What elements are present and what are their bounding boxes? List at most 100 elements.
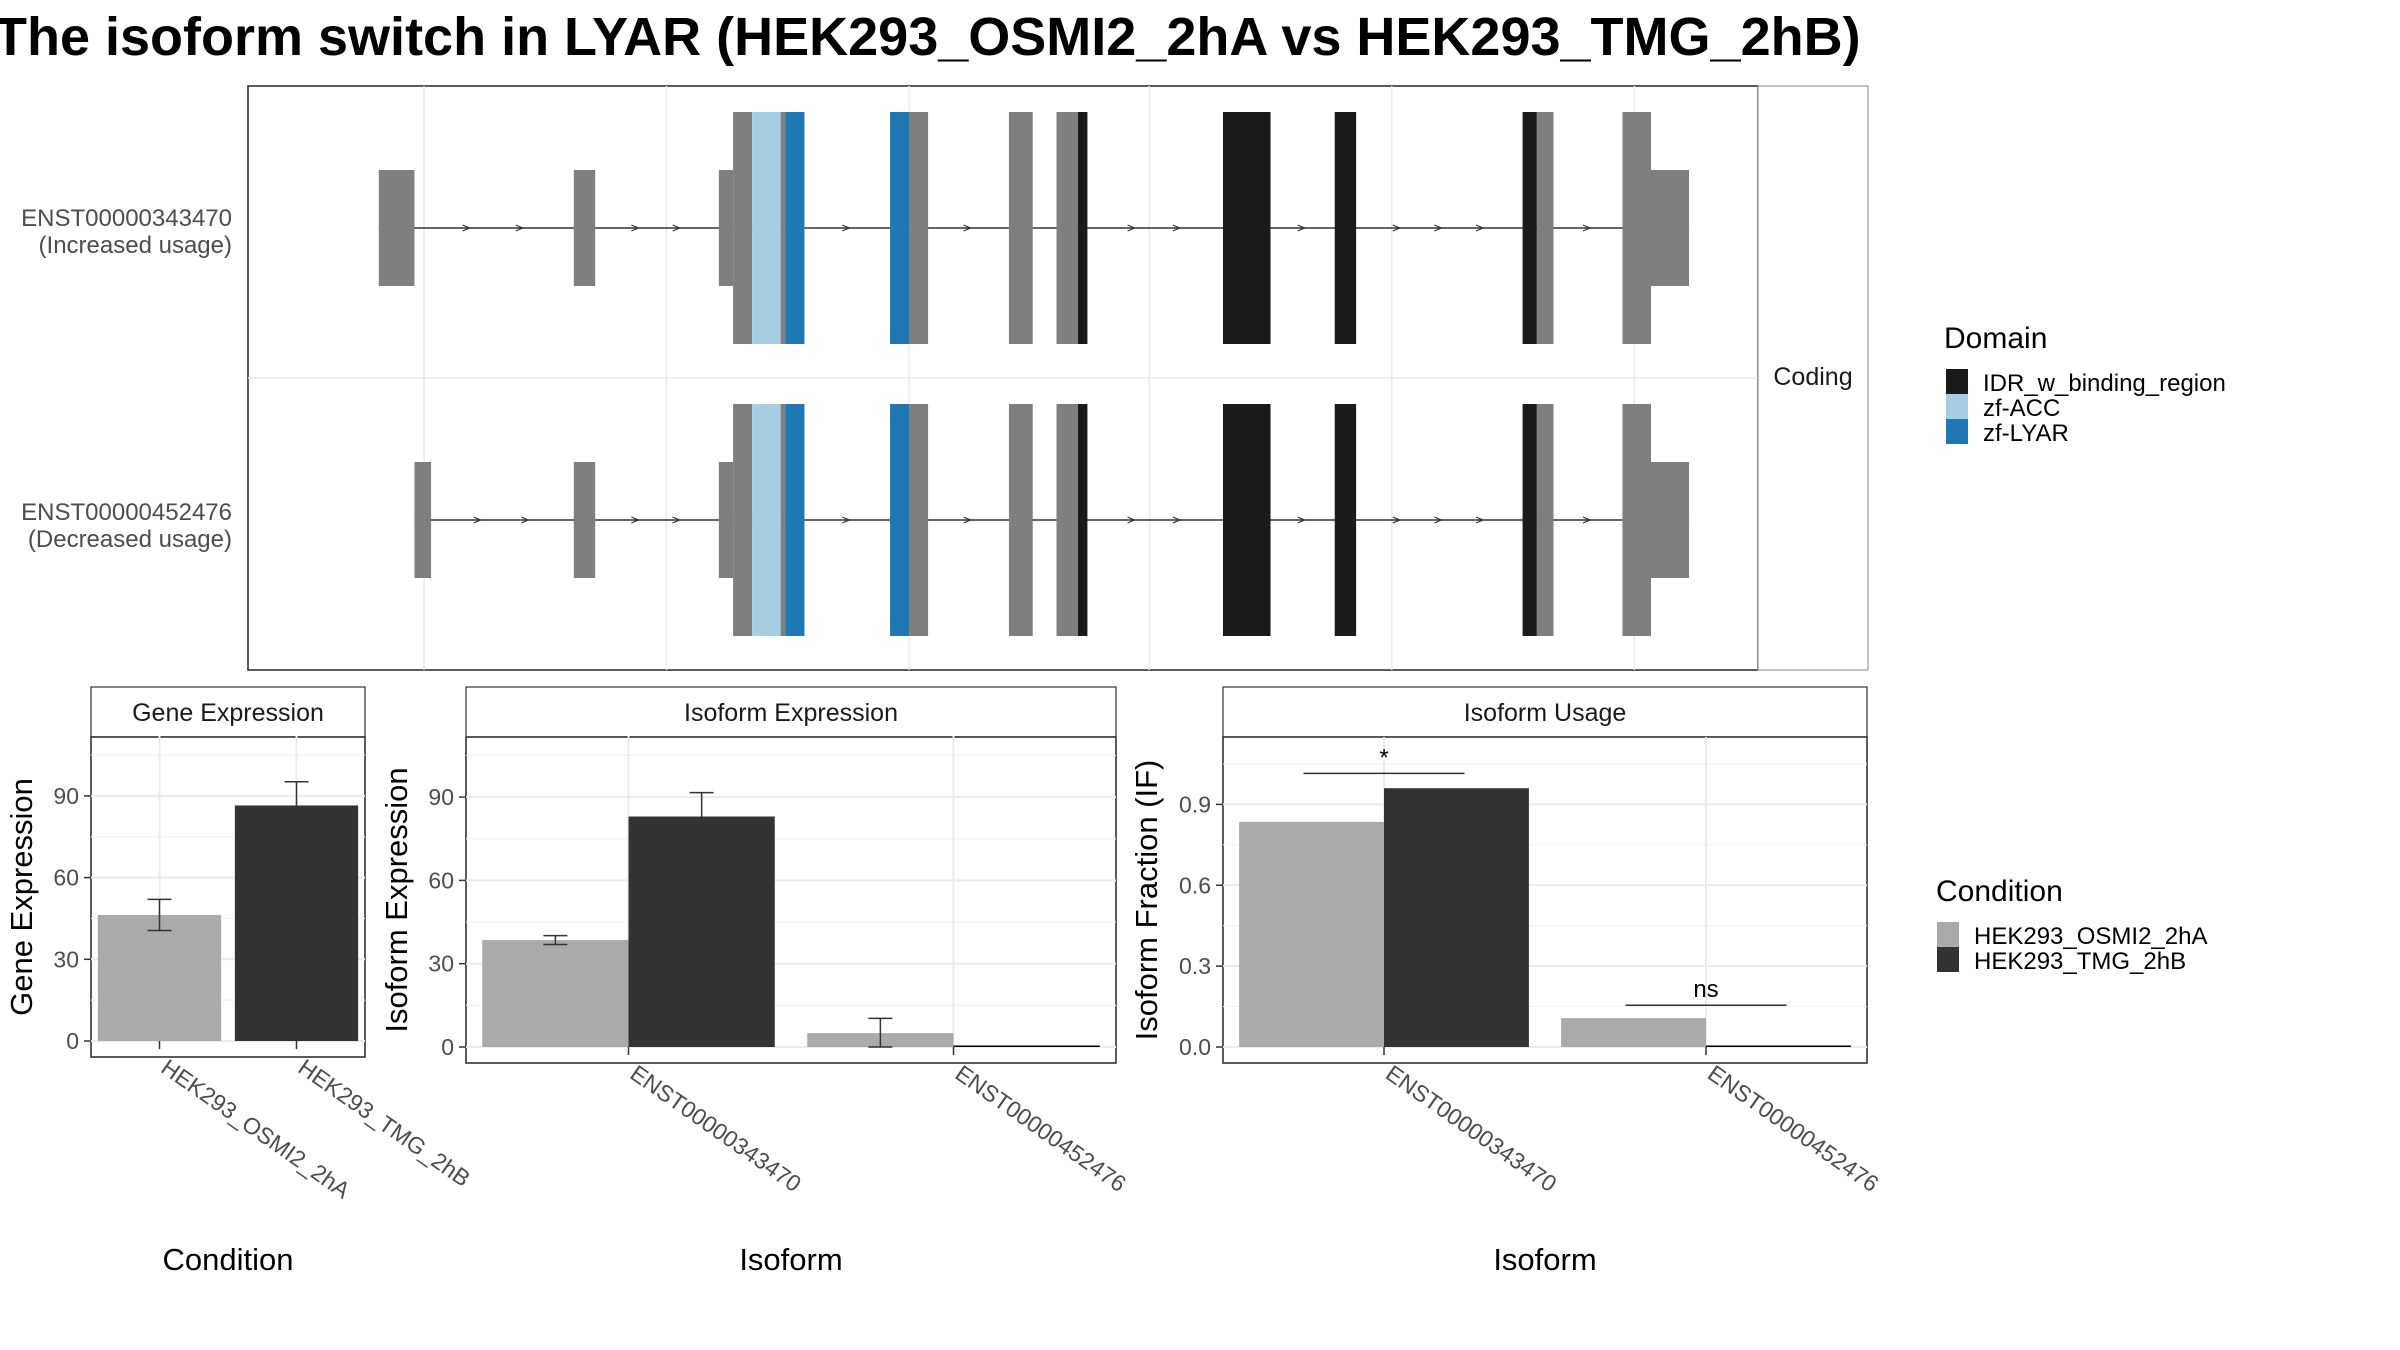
gene-structure-panel: Coding ENST00000343470 (Increased usage)… — [21, 85, 1869, 671]
coding-facet-strip — [1757, 85, 1869, 671]
exon-ENST00000343470-10 — [1056, 112, 1078, 344]
intron-arrow-ENST00000343470 — [1172, 224, 1182, 232]
isoform-expression-x-title: Isoform — [739, 1242, 842, 1277]
intron-arrow-ENST00000343470 — [1582, 224, 1592, 232]
intron-arrow-ENST00000452476 — [842, 516, 851, 524]
intron-arrow-ENST00000452476 — [1475, 516, 1485, 524]
intron-arrow-ENST00000452476 — [1582, 516, 1592, 524]
exon-ENST00000343470-7 — [890, 112, 910, 344]
exon-ENST00000452476-5 — [780, 404, 786, 636]
isoform-usage-x-tick-label: ENST00000452476 — [1703, 1060, 1883, 1197]
exon-ENST00000452476-17 — [1650, 462, 1690, 578]
exon-ENST00000343470-3 — [733, 112, 753, 344]
intron-arrow-ENST00000343470 — [1392, 224, 1402, 232]
intron-arrow-ENST00000452476 — [1392, 516, 1402, 524]
isoform-1-label: ENST00000343470 — [21, 205, 232, 232]
exon-ENST00000452476-0 — [414, 462, 432, 578]
isoform-expression-y-tick-label: 60 — [428, 867, 454, 893]
exon-ENST00000452476-14 — [1522, 404, 1537, 636]
isoform-2-usage-label: (Decreased usage) — [28, 526, 232, 553]
gene-expression-y-title: Gene Expression — [4, 778, 39, 1016]
exon-ENST00000452476-2 — [718, 462, 734, 578]
intron-arrow-ENST00000452476 — [1434, 516, 1443, 524]
exon-ENST00000452476-13 — [1334, 404, 1357, 636]
intron-arrow-ENST00000343470 — [1475, 224, 1485, 232]
exon-ENST00000452476-12 — [1222, 404, 1271, 636]
isoform-expression-bar — [482, 940, 629, 1047]
exon-ENST00000343470-16 — [1622, 112, 1651, 344]
isoform-usage-y-tick-label: 0.6 — [1179, 872, 1211, 898]
isoform-usage-x-tick-label: ENST00000343470 — [1381, 1060, 1561, 1197]
isoform-usage-y-tick-label: 0.0 — [1179, 1034, 1211, 1060]
isoform-2-label: ENST00000452476 — [21, 499, 232, 526]
domain-legend: Domain IDR_w_binding_region zf-ACC zf-LY… — [1944, 322, 2226, 447]
gene-expression-bar — [234, 805, 359, 1041]
isoform-expression-y-tick-label: 30 — [428, 951, 454, 977]
gene-expression-y-tick-label: 90 — [53, 783, 79, 809]
exon-ENST00000452476-3 — [733, 404, 753, 636]
isoform-usage-bar — [1239, 821, 1384, 1047]
gene-expression-y-tick-label: 60 — [53, 865, 79, 891]
isoform-usage-significance-label: * — [1379, 744, 1388, 771]
gene-expression-strip-label: Gene Expression — [132, 699, 324, 727]
isoform-usage-x-title: Isoform — [1493, 1242, 1596, 1277]
isoform-usage-strip — [1222, 686, 1868, 738]
exon-ENST00000452476-10 — [1056, 404, 1078, 636]
intron-arrow-ENST00000343470 — [1127, 224, 1137, 232]
gene-expression-y-tick-label: 30 — [53, 946, 79, 972]
exon-ENST00000452476-8 — [909, 404, 929, 636]
gene-expression-bars — [97, 781, 359, 1041]
domain-legend-label-zf-acc: zf-ACC — [1983, 395, 2060, 422]
intron-arrow-ENST00000452476 — [1297, 516, 1307, 524]
exon-ENST00000343470-9 — [1008, 112, 1033, 344]
isoform-usage-significance-label: ns — [1693, 976, 1718, 1003]
intron-arrow-ENST00000343470 — [1297, 224, 1307, 232]
isoform-expression-x-tick-label: ENST00000452476 — [951, 1060, 1131, 1197]
gene-expression-x-title: Condition — [163, 1242, 294, 1277]
isoform-expression-x-tick-label: ENST00000343470 — [626, 1060, 806, 1197]
condition-legend-label-b: HEK293_TMG_2hB — [1974, 948, 2186, 975]
gene-expression-strip — [90, 686, 366, 738]
isoform-usage-y-tick-label: 0.3 — [1179, 953, 1211, 979]
condition-legend-title: Condition — [1936, 875, 2063, 908]
intron-arrow-ENST00000452476 — [520, 516, 530, 524]
domain-legend-key-zf-lyar — [1946, 419, 1968, 444]
intron-arrow-ENST00000343470 — [631, 224, 640, 232]
exon-ENST00000343470-12 — [1222, 112, 1271, 344]
exon-ENST00000343470-17 — [1650, 170, 1690, 286]
exon-ENST00000343470-5 — [780, 112, 786, 344]
intron-arrow-ENST00000343470 — [1434, 224, 1443, 232]
isoform-usage-bar — [1384, 788, 1529, 1047]
isoform-expression-bars — [482, 791, 1100, 1048]
isoform-expression-bar — [953, 1045, 1100, 1047]
exon-ENST00000343470-8 — [909, 112, 929, 344]
intron-arrow-ENST00000452476 — [1172, 516, 1182, 524]
exon-ENST00000452476-11 — [1077, 404, 1088, 636]
exon-ENST00000343470-14 — [1522, 112, 1537, 344]
coding-strip-label: Coding — [1773, 363, 1852, 391]
intron-arrow-ENST00000343470 — [963, 224, 973, 232]
isoform-expression-panel: Isoform Expression 0 30 60 90 ENST0000034347… — [379, 686, 1131, 1277]
figure-title: The isoform switch in LYAR (HEK293_OSMI2… — [0, 7, 1861, 67]
isoform-expression-strip-label: Isoform Expression — [684, 699, 898, 727]
intron-arrow-ENST00000452476 — [473, 516, 483, 524]
domain-legend-title: Domain — [1944, 322, 2047, 355]
exon-ENST00000452476-9 — [1008, 404, 1033, 636]
isoform-expression-y-tick-label: 0 — [441, 1034, 454, 1060]
isoform-usage-bars: * ns — [1239, 744, 1851, 1047]
condition-legend-key-a — [1937, 922, 1959, 947]
condition-legend: Condition HEK293_OSMI2_2hA HEK293_TMG_2h… — [1936, 875, 2207, 975]
isoform-1-usage-label: (Increased usage) — [39, 232, 232, 259]
intron-arrow-ENST00000343470 — [515, 224, 525, 232]
intron-arrow-ENST00000452476 — [963, 516, 973, 524]
condition-legend-key-b — [1937, 947, 1959, 972]
exon-ENST00000343470-2 — [718, 170, 734, 286]
exon-ENST00000343470-11 — [1077, 112, 1088, 344]
intron-arrow-ENST00000452476 — [1127, 516, 1137, 524]
condition-legend-label-a: HEK293_OSMI2_2hA — [1974, 923, 2207, 950]
isoform-usage-bar — [1706, 1045, 1851, 1047]
exon-ENST00000343470-6 — [785, 112, 805, 344]
isoform-expression-y-tick-label: 90 — [428, 784, 454, 810]
isoform-usage-panel: Isoform Usage * ns 0.0 0.3 0.6 0.9 ENST000003… — [1129, 686, 1884, 1277]
